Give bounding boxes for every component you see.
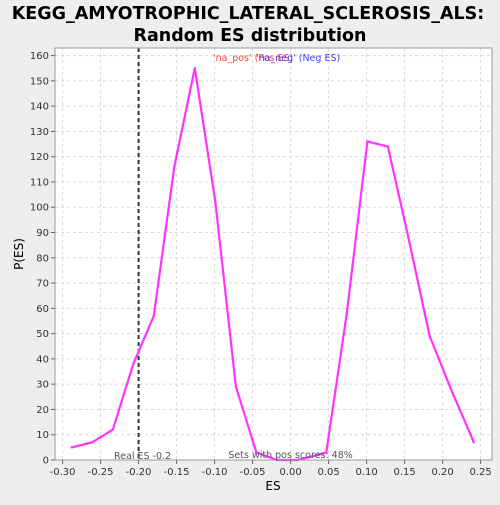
legend-item-pos: 'na_pos' (Pos ES)	[213, 53, 293, 64]
y-tick-label: 10	[36, 430, 49, 441]
y-tick-label: 60	[36, 304, 49, 315]
x-tick-label: -0.10	[202, 467, 228, 478]
y-tick-label: 50	[36, 329, 49, 340]
x-tick-label: -0.25	[88, 467, 114, 478]
y-tick-label: 40	[36, 354, 49, 365]
y-tick-label: 80	[36, 253, 49, 264]
x-tick-label: 0.05	[317, 467, 339, 478]
y-tick-label: 90	[36, 228, 49, 239]
series-point	[472, 441, 475, 444]
series-point	[366, 140, 369, 143]
series-point	[91, 441, 94, 444]
plot-area	[55, 48, 492, 460]
axes: 0 10 20 30 40 50 60 70 80 90 100 110 120 130 140 150 160…	[30, 51, 492, 478]
y-tick-label: 100	[30, 203, 49, 214]
x-tick-label: -0.20	[126, 467, 152, 478]
series-point	[193, 67, 197, 70]
series-point	[325, 451, 328, 454]
x-tick-label: 0.10	[355, 467, 377, 478]
series-point	[407, 236, 410, 239]
series-point	[449, 388, 453, 391]
x-tick-label: 0.00	[279, 467, 301, 478]
x-tick-label: 0.25	[469, 467, 491, 478]
series-point	[111, 428, 114, 431]
y-axis-title: P(ES)	[12, 238, 26, 270]
series-point	[70, 446, 73, 449]
series-point	[152, 314, 155, 318]
chart-title-line2: Random ES distribution	[133, 26, 366, 46]
y-tick-label: 160	[30, 51, 49, 62]
plot-border	[54, 47, 493, 461]
real-es-label: Real ES -0.2	[114, 451, 171, 462]
series-point	[234, 385, 238, 388]
y-tick-label: 110	[30, 177, 49, 188]
legend: 'na_pos' (Pos ES)'na_neg' (Neg ES)	[213, 53, 340, 64]
x-tick-label: 0.15	[393, 467, 415, 478]
pos-scores-label: Sets with pos scores: 48%	[228, 450, 352, 461]
series-point	[214, 200, 217, 204]
y-tick-label: 0	[43, 456, 49, 467]
y-tick-label: 130	[30, 127, 49, 138]
y-tick-label: 150	[30, 76, 49, 87]
series-point	[428, 334, 431, 338]
y-tick-label: 70	[36, 279, 49, 290]
y-tick-label: 120	[30, 152, 49, 163]
series-point	[255, 451, 258, 454]
x-tick-label: -0.05	[240, 467, 266, 478]
series-point	[345, 312, 349, 315]
series-point	[316, 453, 320, 457]
y-tick-label: 30	[36, 380, 49, 391]
legend-item-neg: 'na_neg' (Neg ES)	[256, 53, 340, 64]
x-tick-label: -0.30	[50, 467, 76, 478]
x-axis-title: ES	[265, 479, 280, 493]
series-point	[132, 362, 135, 366]
x-tick-label: 0.20	[431, 467, 453, 478]
chart-title-line1: KEGG_AMYOTROPHIC_LATERAL_SCLEROSIS_ALS:	[12, 4, 485, 24]
series-point	[173, 165, 176, 168]
y-tick-label: 140	[30, 102, 49, 113]
x-tick-label: -0.15	[164, 467, 190, 478]
series-point	[386, 145, 390, 148]
y-tick-label: 20	[36, 405, 49, 416]
